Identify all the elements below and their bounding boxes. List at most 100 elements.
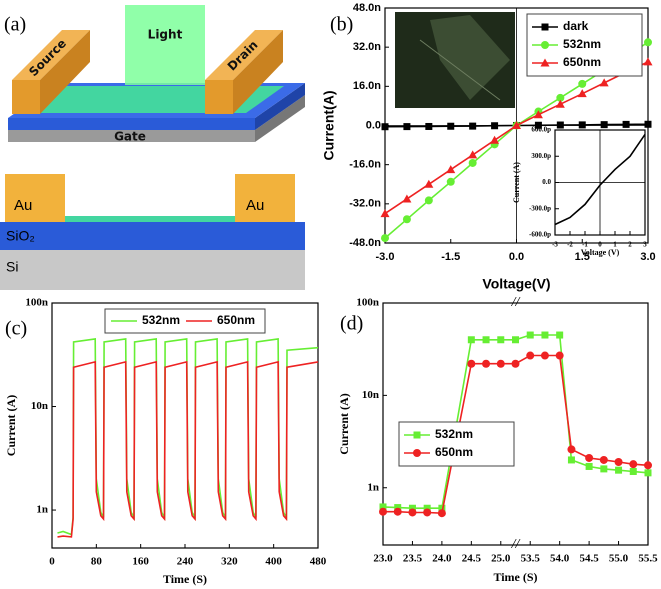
y-tick-label: 48.0n <box>353 2 381 14</box>
y-tick-label: 1n <box>367 481 379 493</box>
legend-label: dark <box>563 19 589 33</box>
marker <box>425 122 433 130</box>
x-axis-label: Voltage (V) <box>581 248 620 257</box>
marker <box>438 504 446 512</box>
marker <box>644 461 652 470</box>
y-tick-label: 10n <box>362 389 379 401</box>
marker <box>526 351 535 360</box>
marker <box>408 508 417 517</box>
marker <box>380 209 390 218</box>
y-tick-label: 300.0p <box>531 152 551 160</box>
legend-label: 532nm <box>142 313 180 327</box>
schematic: (a) Light Source Drain Gate Au Au SiO₂ S… <box>0 5 305 290</box>
source-top <box>12 30 90 80</box>
marker <box>408 504 416 512</box>
channel-section <box>65 216 235 222</box>
marker <box>578 79 587 88</box>
y-tick-label: -48.0n <box>349 237 381 249</box>
x-tick-label: 3 <box>643 241 647 249</box>
si-layer <box>0 250 305 290</box>
marker <box>402 215 411 224</box>
au-left <box>5 174 65 222</box>
y-tick-label: 32.0n <box>353 41 381 53</box>
chart: 1n 10n 100n 0 80 160 240 320 400 480 Time (S) Curre… <box>4 297 327 586</box>
marker <box>567 445 576 454</box>
x-tick-label: 0 <box>49 556 55 568</box>
oxide-front <box>8 118 255 130</box>
y-axis-label: Current (A) <box>512 162 521 203</box>
x-tick-label: 2 <box>628 241 632 249</box>
marker <box>381 123 389 131</box>
marker <box>437 509 446 518</box>
light-beam <box>125 5 205 85</box>
x-tick-label: 25.0 <box>491 553 511 565</box>
marker <box>467 359 476 368</box>
gate-layer <box>8 130 255 142</box>
drain-top <box>205 30 283 80</box>
marker <box>600 121 608 129</box>
y-tick-label: -32.0n <box>349 198 381 210</box>
marker <box>469 122 477 130</box>
x-tick-label: 54.5 <box>579 553 599 565</box>
x-tick-label: 24.0 <box>432 553 452 565</box>
panel-label: (b) <box>330 14 353 36</box>
marker <box>556 93 565 102</box>
legend-label: 650nm <box>217 313 255 327</box>
marker <box>394 504 402 512</box>
marker <box>379 503 387 511</box>
y-tick-label: 0.0 <box>366 119 381 131</box>
marker <box>497 336 505 344</box>
marker <box>577 89 587 98</box>
marker <box>496 359 505 368</box>
marker <box>533 110 543 119</box>
marker <box>534 121 542 129</box>
source-front <box>12 80 40 114</box>
marker <box>512 336 519 344</box>
x-tick-label: 80 <box>91 556 103 568</box>
marker <box>567 456 575 464</box>
marker <box>600 465 608 473</box>
marker <box>540 351 549 360</box>
marker <box>644 120 652 128</box>
marker <box>413 449 421 457</box>
plot-area <box>382 302 649 546</box>
marker <box>423 508 432 517</box>
drain-side <box>233 30 283 114</box>
x-tick-label: 400 <box>265 556 282 568</box>
marker <box>614 457 623 466</box>
marker <box>629 467 637 475</box>
marker <box>511 359 520 368</box>
marker <box>423 504 431 512</box>
legend-box <box>398 421 515 467</box>
au-right <box>235 174 295 222</box>
marker <box>599 455 608 464</box>
y-axis-label: Current (A) <box>337 393 351 454</box>
x-tick-label: -1 <box>582 241 588 249</box>
x-tick-label: 240 <box>177 556 194 568</box>
marker <box>446 165 456 174</box>
chart: 48.0n 32.0n 16.0n 0.0 -16.0n -32.0n -48.0n -3.0… <box>321 2 656 292</box>
marker <box>403 123 411 131</box>
x-tick-label: -2 <box>567 241 573 249</box>
marker <box>468 150 478 159</box>
x-tick-label: 54.0 <box>550 553 570 565</box>
x-tick-label: 3.0 <box>640 251 655 263</box>
x-tick-label: -3 <box>552 241 558 249</box>
y-tick-label: 10n <box>31 400 48 412</box>
marker <box>578 121 586 129</box>
x-tick-label: 23.5 <box>403 553 423 565</box>
x-tick-label: 480 <box>310 556 327 568</box>
marker <box>555 99 565 108</box>
x-axis-label: Voltage(V) <box>482 276 550 292</box>
x-tick-label: 55.5 <box>638 553 658 565</box>
source-side <box>40 30 90 114</box>
marker <box>644 38 652 47</box>
gate-side <box>255 95 305 142</box>
marker <box>599 78 609 87</box>
y-tick-label: -600.0p <box>529 231 551 239</box>
marker <box>643 57 653 66</box>
chart: 600.0p 300.0p 0.0 -300.0p -600.0p-3 -2 -1 0 1 2 3 V… <box>512 126 647 257</box>
y-tick-label: 1n <box>36 504 48 516</box>
gate-label: Gate <box>114 130 146 144</box>
